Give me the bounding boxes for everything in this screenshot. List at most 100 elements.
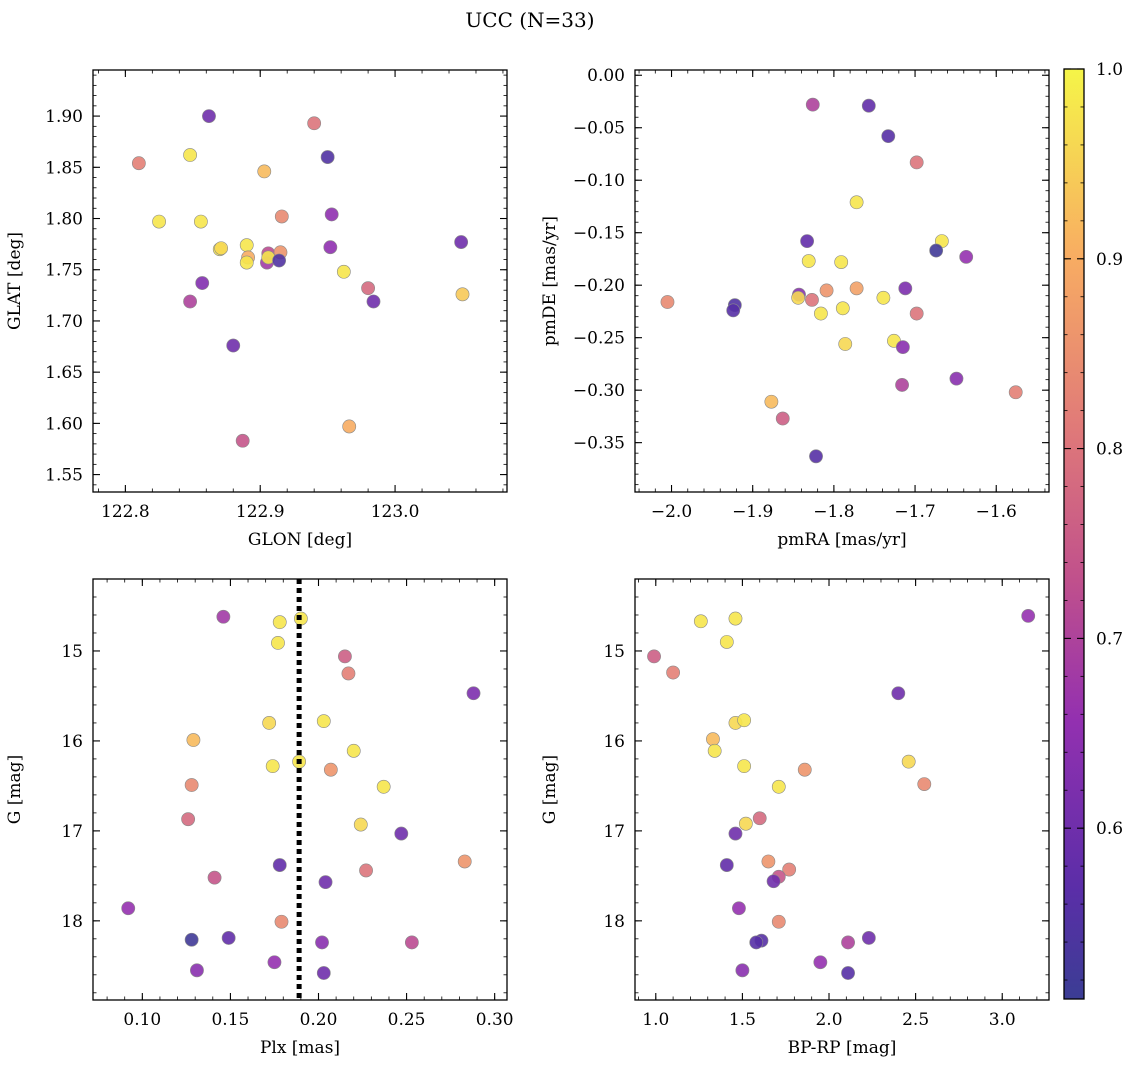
data-point xyxy=(813,955,828,970)
data-point xyxy=(949,371,964,386)
y-axis-label: G [mag] xyxy=(540,755,560,824)
data-point xyxy=(359,863,373,878)
data-point xyxy=(726,303,741,318)
y-tick-label: −0.35 xyxy=(573,434,625,454)
data-point xyxy=(1008,385,1023,400)
data-point xyxy=(835,301,850,316)
x-axis-label: Plx [mas] xyxy=(260,1038,340,1058)
data-point xyxy=(183,148,197,162)
x-tick-label: 122.8 xyxy=(101,502,150,522)
colorbar-tick-label: 0.9 xyxy=(1096,250,1123,270)
data-point xyxy=(346,743,361,758)
y-tick-label: −0.05 xyxy=(573,119,625,139)
data-point xyxy=(737,759,752,774)
colorbar: 1.0 0.9 0.8 0.7 0.6 xyxy=(1063,60,1123,1000)
data-point xyxy=(394,826,409,841)
data-point xyxy=(719,858,734,872)
data-point xyxy=(235,433,250,448)
data-point xyxy=(307,116,322,131)
data-point xyxy=(366,294,381,309)
data-point xyxy=(190,963,204,978)
data-point xyxy=(861,931,876,945)
data-point xyxy=(838,337,853,351)
x-tick-label: −1.7 xyxy=(894,502,935,522)
data-point xyxy=(226,338,241,353)
data-point xyxy=(752,811,767,826)
colorbar-tick-label: 0.8 xyxy=(1096,440,1123,460)
data-point xyxy=(917,777,932,792)
data-point xyxy=(805,292,819,307)
data-point xyxy=(186,733,201,747)
data-point xyxy=(876,290,891,305)
y-tick-label: 1.55 xyxy=(45,466,83,486)
data-point xyxy=(849,195,864,210)
data-point xyxy=(841,966,855,980)
data-point xyxy=(809,449,823,464)
data-point xyxy=(707,743,722,758)
data-point xyxy=(193,214,208,229)
figure-title: UCC (N=33) xyxy=(465,8,594,32)
y-axis-label: GLAT [deg] xyxy=(5,232,25,330)
data-point xyxy=(771,779,786,794)
data-point xyxy=(732,901,746,916)
data-point xyxy=(834,255,849,270)
data-point xyxy=(895,340,910,355)
y-tick-label: 16 xyxy=(61,732,83,752)
data-point xyxy=(181,812,196,827)
x-tick-label: 0.25 xyxy=(388,1010,426,1030)
y-axis-label: G [mag] xyxy=(5,755,25,824)
data-point xyxy=(693,614,708,629)
axes-frame xyxy=(92,69,508,493)
data-point xyxy=(805,97,820,112)
data-point xyxy=(361,281,376,296)
data-point xyxy=(353,817,368,832)
data-point xyxy=(121,901,136,916)
y-tick-label: −0.20 xyxy=(573,276,625,296)
x-tick-label: 122.9 xyxy=(236,502,285,522)
y-tick-label: −0.15 xyxy=(573,224,625,244)
data-point xyxy=(195,276,210,290)
x-tick-label: 0.30 xyxy=(476,1010,514,1030)
y-tick-label: 0.00 xyxy=(587,66,625,86)
y-tick-label: 1.70 xyxy=(45,312,83,332)
data-point xyxy=(323,240,338,255)
data-point xyxy=(323,762,338,777)
data-point xyxy=(239,255,254,270)
x-tick-label: −1.9 xyxy=(732,502,773,522)
axes-frame xyxy=(92,578,508,1001)
data-point xyxy=(797,762,812,777)
y-tick-label: 1.60 xyxy=(45,414,83,434)
data-point xyxy=(274,209,289,224)
data-point xyxy=(647,649,661,664)
data-point xyxy=(929,243,944,258)
x-tick-label: 2.5 xyxy=(902,1010,929,1030)
data-point xyxy=(909,155,924,170)
data-point xyxy=(901,754,916,769)
data-point xyxy=(466,686,481,701)
data-point xyxy=(800,234,814,249)
axis-ticks xyxy=(635,70,1049,492)
panel-pmra-pmde: −2.0 −1.9 −1.8 −1.7 −1.6 0.00 −0.05 −0.10 −0.15 −… xyxy=(540,66,1050,550)
y-tick-label: 1.90 xyxy=(45,107,83,127)
x-tick-label: 3.0 xyxy=(989,1010,1016,1030)
data-point xyxy=(660,295,675,309)
data-point xyxy=(265,759,280,774)
data-point xyxy=(239,238,254,253)
data-point xyxy=(728,826,743,841)
y-tick-label: 15 xyxy=(61,642,83,662)
data-point xyxy=(719,635,734,649)
colorbar-tick-label: 0.7 xyxy=(1096,629,1123,649)
x-axis-label: BP-RP [mag] xyxy=(788,1038,897,1058)
data-point xyxy=(336,264,351,279)
data-point xyxy=(801,254,816,268)
colorbar-tick-label: 0.6 xyxy=(1096,819,1123,839)
data-point xyxy=(152,214,166,229)
y-tick-label: 17 xyxy=(603,822,625,842)
data-point xyxy=(271,635,285,650)
data-point xyxy=(737,713,752,728)
data-point xyxy=(749,935,764,950)
x-tick-label: 2.0 xyxy=(815,1010,842,1030)
y-tick-label: −0.25 xyxy=(573,329,625,349)
data-point xyxy=(131,156,146,171)
data-point xyxy=(771,914,786,929)
